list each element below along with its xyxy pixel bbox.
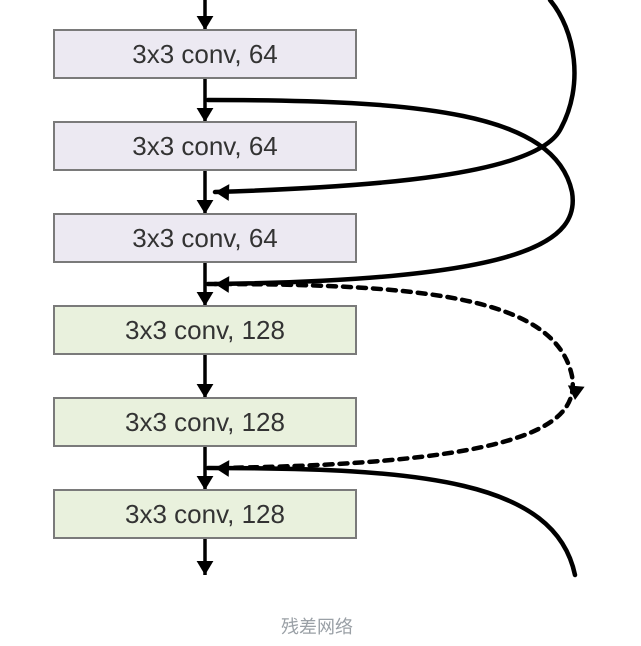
layer-label: 3x3 conv, 128 [125,499,285,529]
arrowhead-icon [197,561,214,575]
arrowhead-icon [197,200,214,214]
figure-root: 3x3 conv, 64 3x3 conv, 64 3x3 conv, 64 3x3 … [0,0,641,646]
layer-label: 3x3 conv, 64 [132,131,278,161]
arrowhead-icon [215,276,230,293]
network-diagram: 3x3 conv, 64 3x3 conv, 64 3x3 conv, 64 3x3 … [0,0,641,580]
layer-label: 3x3 conv, 128 [125,315,285,345]
arrowhead-icon [197,108,214,122]
arrowhead-icon [197,476,214,490]
arrowhead-icon [197,292,214,306]
layer-label: 3x3 conv, 64 [132,223,278,253]
layer-label: 3x3 conv, 64 [132,39,278,69]
arrowhead-icon [215,460,230,477]
arrowhead-icon [197,16,214,30]
arrowhead-icon [197,384,214,398]
skip-connections [208,0,575,575]
layer-label: 3x3 conv, 128 [125,407,285,437]
arrowhead-icon [215,184,230,201]
figure-caption: 残差网络 [281,613,353,639]
